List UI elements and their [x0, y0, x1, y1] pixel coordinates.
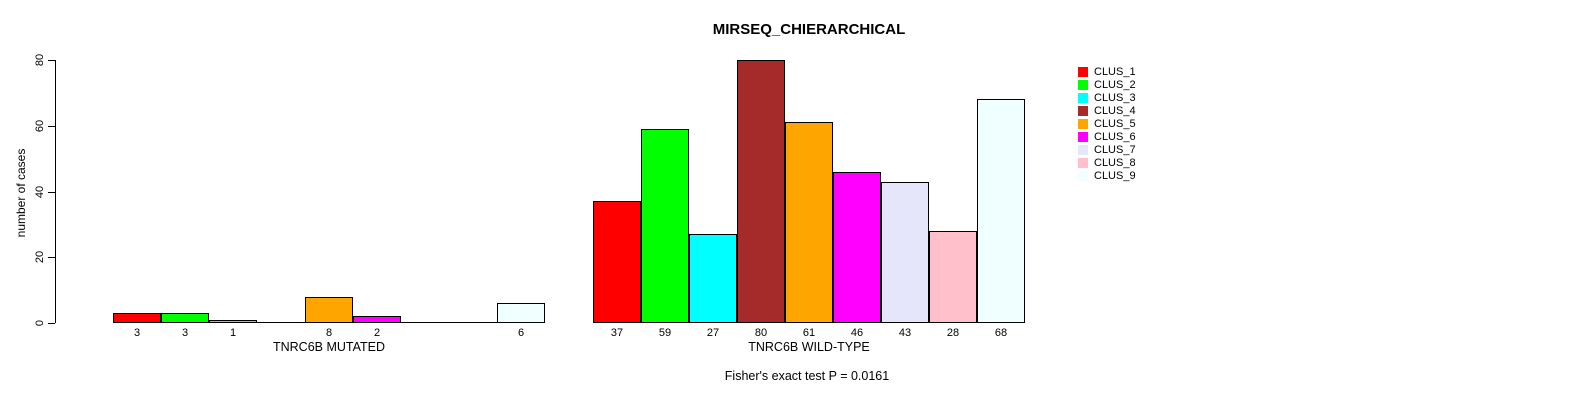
y-axis-title: number of cases: [14, 148, 28, 238]
bar-value-label: 37: [610, 327, 624, 339]
bar-value-label: 2: [373, 327, 381, 339]
chart-title: MIRSEQ_CHIERARCHICAL: [712, 21, 906, 38]
bar-value-label: 8: [325, 327, 333, 339]
bar-clus_1: [113, 313, 161, 323]
legend-swatch: [1078, 93, 1088, 103]
bar-clus_6: [833, 171, 881, 323]
bar-clus_2: [641, 129, 689, 323]
x-axis-group-label-mutated: TNRC6B MUTATED: [272, 340, 386, 354]
bar-value-label: 28: [946, 327, 960, 339]
legend-label: CLUS_5: [1094, 118, 1136, 130]
legend-swatch: [1078, 119, 1088, 129]
y-axis-tick-label: 60: [34, 119, 46, 132]
legend-label: CLUS_7: [1094, 144, 1136, 156]
bar-value-label: 1: [229, 327, 237, 339]
bar-clus_4-zero: [257, 322, 305, 323]
bar-clus_9: [497, 303, 545, 323]
y-axis-tick: [48, 257, 55, 259]
bar-clus_5: [305, 296, 353, 323]
y-axis-tick: [48, 191, 55, 193]
y-axis-tick: [48, 125, 55, 127]
legend-label: CLUS_4: [1094, 105, 1136, 117]
x-axis-group-label-wildtype: TNRC6B WILD-TYPE: [748, 340, 870, 354]
y-axis-tick-label: 20: [34, 251, 46, 264]
bar-value-label: 68: [994, 327, 1008, 339]
legend-swatch: [1078, 158, 1088, 168]
fisher-test-annotation: Fisher's exact test P = 0.0161: [724, 369, 890, 383]
bar-clus_2: [161, 313, 209, 323]
legend-label: CLUS_6: [1094, 131, 1136, 143]
legend-swatch: [1078, 132, 1088, 142]
legend-swatch: [1078, 171, 1088, 181]
legend-label: CLUS_3: [1094, 92, 1136, 104]
bar-value-label: 61: [802, 327, 816, 339]
legend-swatch: [1078, 80, 1088, 90]
bar-clus_1: [593, 201, 641, 323]
legend-swatch: [1078, 67, 1088, 77]
bar-clus_7-zero: [401, 322, 449, 323]
legend-label: CLUS_9: [1094, 170, 1136, 182]
bar-clus_8: [929, 230, 977, 323]
legend-label: CLUS_8: [1094, 157, 1136, 169]
y-axis-tick-label: 0: [34, 319, 46, 327]
bar-value-label: 59: [658, 327, 672, 339]
bar-clus_4: [737, 60, 785, 323]
bar-value-label: 3: [133, 327, 141, 339]
bar-clus_7: [881, 181, 929, 323]
legend-swatch: [1078, 106, 1088, 116]
bar-clus_3: [209, 319, 257, 323]
bar-clus_6: [353, 316, 401, 323]
bar-value-label: 3: [181, 327, 189, 339]
y-axis-line: [55, 60, 56, 323]
legend-label: CLUS_2: [1094, 79, 1136, 91]
bar-value-label: 27: [706, 327, 720, 339]
bar-value-label: 46: [850, 327, 864, 339]
bar-clus_9: [977, 99, 1025, 323]
bar-value-label: 6: [517, 327, 525, 339]
bar-value-label: 43: [898, 327, 912, 339]
bar-clus_3: [689, 234, 737, 323]
bar-clus_8-zero: [449, 322, 497, 323]
legend-label: CLUS_1: [1094, 66, 1136, 78]
y-axis-tick: [48, 323, 55, 324]
y-axis-tick: [48, 60, 55, 61]
y-axis-tick-label: 80: [34, 53, 46, 67]
bar-clus_5: [785, 122, 833, 323]
y-axis-tick-label: 40: [34, 185, 46, 198]
bar-value-label: 80: [754, 327, 768, 339]
legend-swatch: [1078, 145, 1088, 155]
